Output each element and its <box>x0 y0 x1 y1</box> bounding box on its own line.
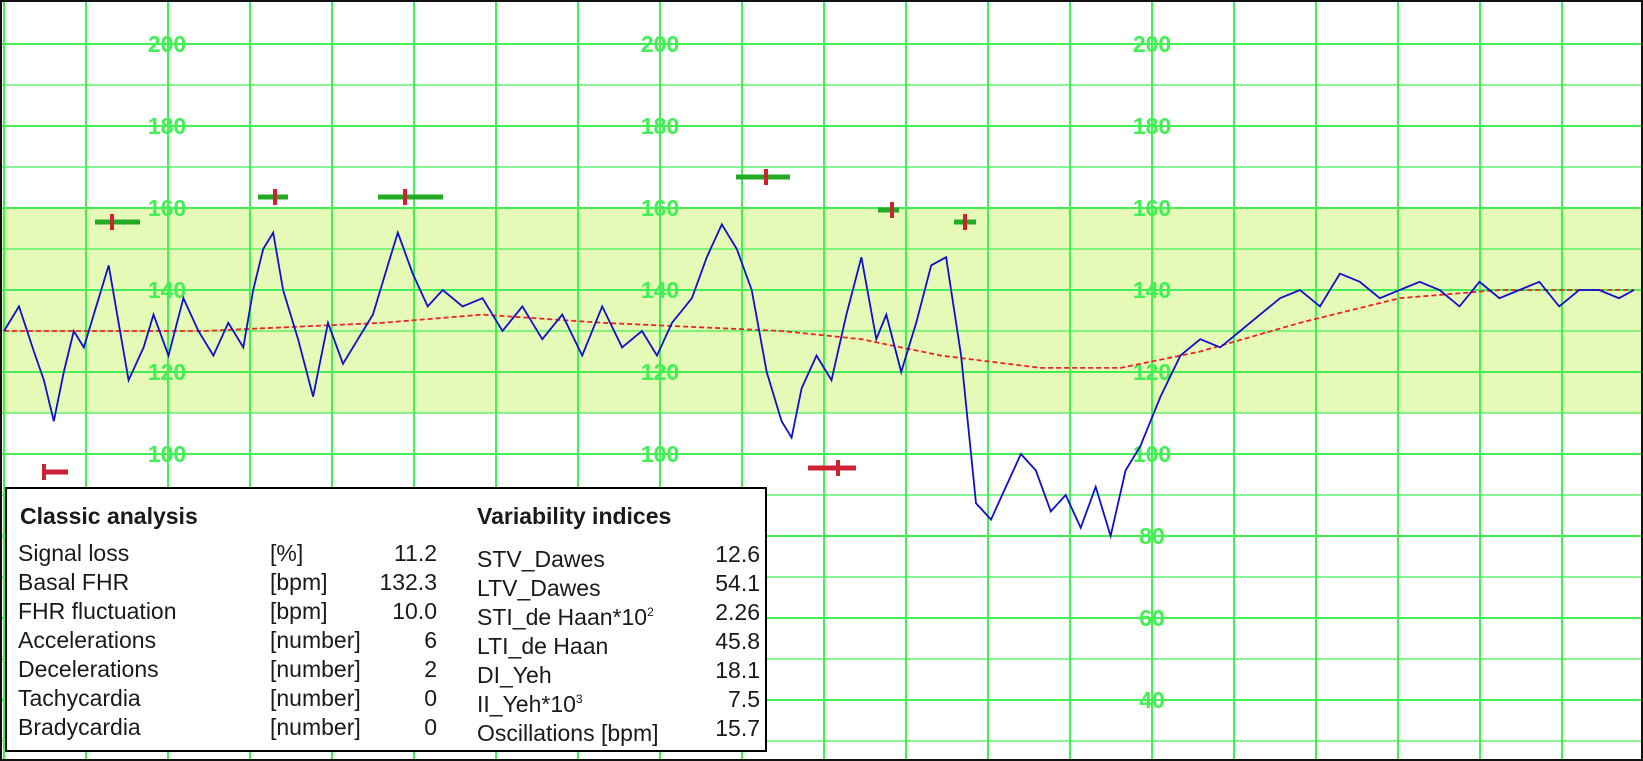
table-row: Oscillations [bpm] 15.7 <box>477 714 760 746</box>
y-tick-label: 180 <box>148 113 186 139</box>
table-row: LTV_Dawes 54.1 <box>477 569 760 601</box>
y-tick-label: 200 <box>1133 31 1171 57</box>
table-row: Basal FHR [bpm] 132.3 <box>7 568 447 597</box>
y-tick-label: 140 <box>1133 277 1171 303</box>
index-label: Oscillations [bpm] <box>477 714 659 748</box>
table-row: FHR fluctuation [bpm] 10.0 <box>7 597 447 626</box>
index-label-text: LTV_Dawes <box>477 575 601 601</box>
metric-label: Signal loss <box>18 540 130 566</box>
metric-value: 132.3 <box>379 569 437 595</box>
table-row: Bradycardia [number] 0 <box>7 713 447 742</box>
metric-label: Basal FHR <box>18 569 130 595</box>
index-label: STI_de Haan*102 <box>477 598 654 632</box>
normal-range-band <box>0 208 1643 413</box>
baseline-curve <box>4 289 1634 369</box>
y-tick-label: 100 <box>148 441 186 467</box>
metric-value: 11.2 <box>393 540 437 566</box>
table-row: LTI_de Haan 45.8 <box>477 627 760 659</box>
y-tick-label: 40 <box>1139 687 1165 713</box>
y-tick-label: 120 <box>148 359 186 385</box>
y-tick-label: 100 <box>1133 441 1171 467</box>
table-row: Accelerations [number] 6 <box>7 626 447 655</box>
metric-label: Bradycardia <box>18 714 141 740</box>
variability-indices-title: Variability indices <box>477 503 672 529</box>
table-row: Decelerations [number] 2 <box>7 655 447 684</box>
metric-label: Accelerations <box>18 627 157 653</box>
index-label-text: DI_Yeh <box>477 662 552 688</box>
metric-value: 0 <box>424 685 437 711</box>
table-row: DI_Yeh 18.1 <box>477 656 760 688</box>
table-row: Tachycardia [number] 0 <box>7 684 447 713</box>
table-row: Signal loss [%] 11.2 <box>7 539 447 568</box>
y-tick-label: 160 <box>1133 195 1171 221</box>
index-label: II_Yeh*103 <box>477 685 583 719</box>
classic-analysis-title: Classic analysis <box>20 503 198 529</box>
index-label: LTI_de Haan <box>477 627 608 661</box>
y-tick-label: 200 <box>148 31 186 57</box>
index-label-exponent: 3 <box>575 692 583 706</box>
metric-value: 6 <box>424 627 437 653</box>
table-row: II_Yeh*103 7.5 <box>477 685 760 717</box>
index-label: LTV_Dawes <box>477 569 601 603</box>
event-markers <box>42 169 976 480</box>
y-tick-label: 60 <box>1139 605 1165 631</box>
y-tick-label: 200 <box>641 31 679 57</box>
metric-label: FHR fluctuation <box>18 598 177 624</box>
metric-unit: [bpm] <box>270 569 328 595</box>
metric-unit: [number] <box>270 714 361 740</box>
metric-unit: [bpm] <box>270 598 328 624</box>
table-row: STI_de Haan*102 2.26 <box>477 598 760 630</box>
metric-unit: [number] <box>270 685 361 711</box>
metric-unit: [number] <box>270 656 361 682</box>
index-label-exponent: 2 <box>647 605 654 619</box>
table-row: STV_Dawes 12.6 <box>477 540 760 572</box>
y-tick-label: 180 <box>1133 113 1171 139</box>
metric-label: Tachycardia <box>18 685 141 711</box>
index-value: 45.8 <box>715 628 760 654</box>
y-tick-label: 160 <box>641 195 679 221</box>
y-tick-label: 120 <box>1133 359 1171 385</box>
index-value: 54.1 <box>715 570 760 596</box>
fhr-trace <box>3 222 1635 540</box>
index-value: 2.26 <box>715 599 760 625</box>
y-tick-label: 100 <box>641 441 679 467</box>
index-label-text: STV_Dawes <box>477 546 605 572</box>
y-tick-label: 140 <box>641 277 679 303</box>
metric-value: 0 <box>424 714 437 740</box>
metric-unit: [%] <box>270 540 304 566</box>
metric-label: Decelerations <box>18 656 159 682</box>
index-label-text: II_Yeh*10 <box>477 691 576 717</box>
index-label: STV_Dawes <box>477 540 605 574</box>
metric-value: 10.0 <box>392 598 437 624</box>
index-value: 7.5 <box>728 686 760 712</box>
y-tick-label: 80 <box>1139 523 1165 549</box>
y-tick-label: 180 <box>641 113 679 139</box>
y-tick-label: 140 <box>148 277 186 303</box>
index-label-text: Oscillations [bpm] <box>477 720 659 746</box>
index-value: 15.7 <box>715 715 760 741</box>
index-value: 12.6 <box>715 541 760 567</box>
y-tick-label: 160 <box>148 195 186 221</box>
index-label: DI_Yeh <box>477 656 552 690</box>
index-value: 18.1 <box>715 657 760 683</box>
metric-value: 2 <box>424 656 437 682</box>
index-label-text: STI_de Haan*10 <box>477 604 648 630</box>
metric-unit: [number] <box>270 627 361 653</box>
analysis-panel: Classic analysis Variability indices Sig… <box>5 487 767 752</box>
y-tick-label: 120 <box>641 359 679 385</box>
index-label-text: LTI_de Haan <box>477 633 609 659</box>
